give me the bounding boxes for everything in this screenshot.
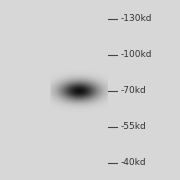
Bar xyxy=(50,5,108,175)
Text: -40kd: -40kd xyxy=(121,158,146,167)
Text: -130kd: -130kd xyxy=(121,14,152,23)
Text: -100kd: -100kd xyxy=(121,50,152,59)
Text: -70kd: -70kd xyxy=(121,86,146,95)
Text: -55kd: -55kd xyxy=(121,122,146,131)
